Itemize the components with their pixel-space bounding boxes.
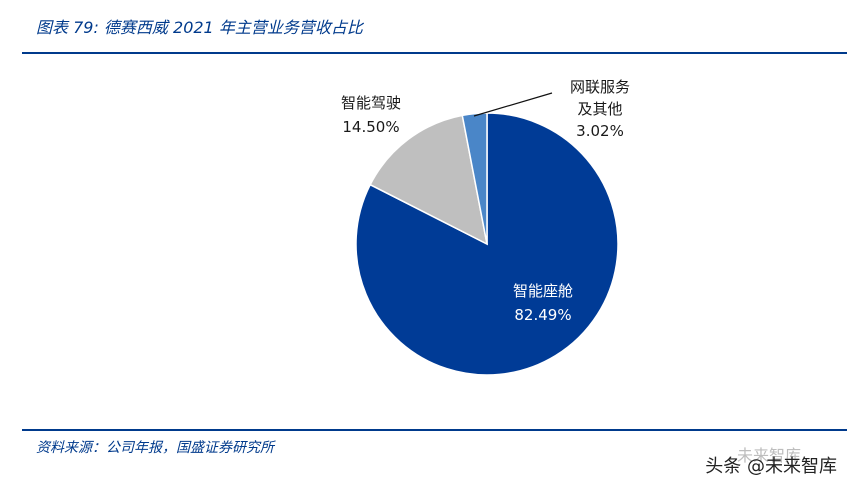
label-network-services-name: 及其他 [577,100,622,118]
source-note: 资料来源：公司年报，国盛证券研究所 [36,440,274,456]
pie-slices [355,112,619,376]
bottom-divider [22,429,847,431]
watermark-ghost: 未来智库 [736,446,801,465]
label-smart-cockpit-value: 82.49% [514,306,571,324]
label-smart-driving-name: 智能驾驶 [341,94,401,112]
label-network-services-name: 网联服务 [570,78,630,96]
watermark: 头条 @未来智库 [705,456,837,477]
top-divider [22,52,847,54]
slice-smart-driving [369,114,489,246]
label-smart-driving-value: 14.50% [342,118,399,136]
chart-title: 图表 79: 德赛西威 2021 年主营业务营收占比 [36,18,363,37]
label-smart-cockpit-name: 智能座舱 [513,282,573,300]
label-network-services-value: 3.02% [576,122,624,140]
leader-line-network-services [473,92,553,117]
slice-network-services [461,112,488,245]
